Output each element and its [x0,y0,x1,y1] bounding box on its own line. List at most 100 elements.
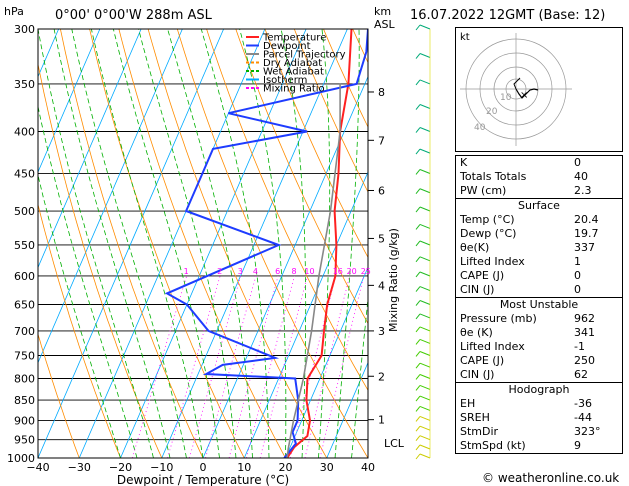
x-tick-label: −20 [109,461,132,474]
x-tick-label: 20 [279,461,293,474]
wind-barb [419,405,431,411]
wind-barb [415,188,421,195]
x-tick-label: 10 [237,461,251,474]
pressure-tick-label: 800 [14,372,35,385]
surface-row: Temp (°C) 20.4 [460,213,599,226]
wet-adiabat-line [71,29,187,458]
km-tick-label: 5 [378,232,385,245]
hodo-storm-marker: × [520,90,528,101]
isotherm-line [38,29,224,458]
wind-barb [415,148,421,155]
wet-adiabat-line [167,29,253,458]
isotherm-line [38,29,101,174]
mu-row: θe (K) 341 [460,326,595,339]
wet-adiabat-line [138,29,237,458]
wind-barb [415,127,421,133]
wind-barb [419,169,431,174]
mixing-ratio-label: 10 [304,267,314,276]
temperature-line [286,29,353,458]
location-title: 0°00' 0°00'W 288m ASL [55,8,212,23]
wind-barb [415,169,421,175]
km-tick-label: 4 [378,279,385,292]
isotherm-line [161,29,348,458]
legend-label: Dewpoint [263,41,311,52]
pressure-tick-label: 450 [14,167,35,180]
wind-barb [419,425,431,431]
wind-barb [415,395,421,402]
wind-barb [419,286,431,291]
wind-barb [419,313,431,319]
dry-adiabat-line [293,29,368,193]
dry-adiabat-line [38,202,121,458]
wind-barb [415,206,421,213]
wind-barb [419,127,431,132]
wind-barb [415,453,421,460]
mu-row: Lifted Index -1 [460,340,585,353]
mixing-ratio-label: 1 [184,267,189,276]
wet-adiabat-line [38,104,138,458]
x-tick-label: −30 [68,461,91,474]
wind-barb [419,444,431,450]
wind-barb [419,271,431,277]
wind-barb [415,79,421,86]
km-tick-label: 8 [378,86,385,99]
x-tick-label: 0 [200,461,207,474]
wet-adiabat-line [91,29,204,458]
mixing-ratio-label: 6 [275,267,280,276]
legend-label: Parcel Trajectory [263,50,346,61]
km-label: km [374,5,392,18]
wind-barb [415,240,421,247]
wind-barb [415,435,421,442]
index-row: Totals Totals 40 [460,170,588,183]
km-tick-label: 2 [378,370,385,383]
mixing-ratio-line [167,275,221,458]
wind-barb [419,384,431,390]
mixing-ratio-label: 20 [347,267,357,276]
dry-adiabat-line [440,29,455,458]
mixing-ratio-label: 16 [333,267,343,276]
hodo-ring-label: 10 [500,93,512,103]
x-axis-label: Dewpoint / Temperature (°C) [117,473,289,486]
pressure-tick-label: 500 [14,205,35,218]
plot-frame [37,28,369,459]
legend-label: Dry Adiabat [263,58,322,69]
skewt-chart: 1 2 3 4 6 8 10 16 20 2530035040045050055060065070… [7,23,455,486]
wind-barb [419,24,431,30]
wind-barb [415,256,421,263]
hodograph-panel: kt 10 20 40 × [455,27,623,152]
hodograph-chart: kt 10 20 40 × [460,32,572,146]
surface-row: Dewp (°C) 19.7 [460,227,599,240]
wind-barb [419,362,431,368]
hodo-ring-label: 20 [486,107,498,117]
x-tick-label: −40 [26,461,49,474]
mu-row: Pressure (mb) 962 [460,312,595,325]
isotherm-line [285,266,368,458]
wind-barb [415,444,421,451]
legend-label: Mixing Ratio [263,84,325,95]
wind-barb [415,104,421,110]
hodograph-title: Hodograph [508,383,570,396]
mu-row: CIN (J) 62 [460,368,588,381]
hodo-row: StmDir 323° [460,425,601,438]
wind-barb [419,453,431,459]
wind-barb [419,415,431,421]
hpa-label: hPa [4,5,24,18]
wind-barb [415,286,421,292]
pressure-tick-label: 950 [14,434,35,447]
pressure-tick-label: 350 [14,78,35,91]
legend-label: Temperature [262,33,326,44]
index-row: PW (cm) 2.3 [460,184,592,197]
datetime-title: 16.07.2022 12GMT (Base: 12) [410,8,606,23]
wind-barb [419,326,431,332]
dry-adiabat-line [176,29,368,458]
isotherm-line [202,75,368,458]
dry-adiabat-line [235,29,368,325]
wind-barb [419,435,431,441]
wind-barb [419,338,431,344]
wind-barb [415,339,421,345]
wet-adiabat-line [113,29,220,458]
wind-barb [419,256,431,262]
wet-adiabat-line [351,294,368,458]
mixing-ratio-line [319,275,365,458]
hodo-ring-label: 40 [474,123,486,133]
